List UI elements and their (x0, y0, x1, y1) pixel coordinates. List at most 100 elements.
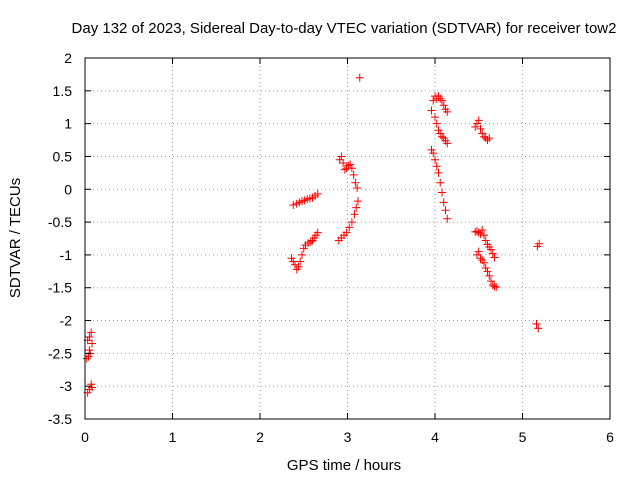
data-point (352, 203, 361, 212)
data-point (289, 201, 298, 210)
data-point (478, 225, 487, 234)
data-point (354, 197, 362, 206)
data-point (473, 119, 481, 128)
data-point (438, 188, 446, 197)
x-tick-labels: 0 1 2 3 4 5 6 (81, 429, 614, 445)
data-point (347, 218, 356, 227)
data-point (474, 247, 483, 256)
data-point (478, 129, 487, 138)
y-tick-label: 2 (64, 50, 72, 66)
x-tick-label: 6 (606, 429, 614, 445)
data-point (427, 106, 436, 115)
data-point (87, 380, 96, 389)
y-tick-label: -0.5 (48, 214, 72, 230)
y-tick-label: 1.5 (53, 83, 73, 99)
data-point (438, 96, 446, 105)
data-point (488, 249, 497, 258)
data-point (350, 210, 359, 219)
x-axis-label: GPS time / hours (287, 457, 401, 474)
data-point (82, 354, 91, 363)
x-tick-label: 4 (431, 429, 439, 445)
data-point (488, 281, 497, 290)
data-point (443, 139, 452, 148)
data-point (342, 228, 351, 237)
data-point (476, 254, 485, 263)
y-tick-label: -3.5 (48, 411, 72, 427)
data-point (471, 227, 480, 236)
data-point (296, 257, 305, 266)
data-point (471, 122, 480, 131)
data-point (313, 189, 322, 198)
data-point (534, 324, 543, 333)
y-tick-labels: 2 1.5 1 0.5 0 -0.5 -1 -1.5 -2 -2.5 -3 -3.5 (48, 50, 72, 427)
data-point (431, 155, 439, 164)
data-point (476, 229, 485, 238)
data-point (490, 253, 499, 262)
data-point (535, 239, 544, 248)
grid (85, 58, 610, 419)
y-tick-label: 1 (64, 116, 72, 132)
data-point (532, 319, 541, 328)
data-point (291, 260, 299, 269)
data-point (298, 250, 306, 259)
data-point (306, 237, 315, 246)
data-point (434, 168, 443, 177)
data-point (85, 346, 94, 355)
data-point (299, 244, 308, 253)
data-point (481, 264, 490, 273)
data-point (339, 159, 348, 168)
data-point (351, 178, 360, 187)
data-point (85, 332, 94, 341)
data-point (480, 132, 488, 141)
data-point (431, 113, 439, 122)
chart-title: Day 132 of 2023, Sidereal Day-to-day VTE… (72, 20, 617, 37)
data-point (429, 149, 438, 158)
data-point (349, 170, 358, 179)
data-point (84, 352, 93, 361)
x-tick-label: 2 (256, 429, 264, 445)
data-point (492, 283, 501, 292)
data-point (432, 119, 441, 128)
data-point (88, 339, 96, 348)
data-point (436, 94, 445, 103)
data-point (313, 228, 322, 237)
data-point (490, 282, 499, 291)
data-point (287, 254, 296, 263)
data-point (483, 267, 492, 276)
data-point (347, 164, 356, 173)
data-point (441, 206, 450, 215)
data-point (427, 145, 436, 154)
y-tick-label: -1 (60, 247, 73, 263)
data-point (487, 245, 495, 254)
x-tick-label: 1 (169, 429, 177, 445)
data-point (480, 231, 488, 240)
data-point (340, 165, 349, 174)
data-point (87, 328, 96, 337)
data-point (443, 107, 452, 116)
data-point (438, 132, 446, 141)
data-point (485, 271, 494, 280)
data-point (88, 383, 96, 392)
data-point (473, 250, 481, 259)
data-point (443, 214, 452, 223)
data-point (485, 134, 494, 143)
data-point (346, 160, 355, 169)
data-point (436, 178, 445, 187)
data-point (289, 257, 298, 266)
y-axis-label: SDTVAR / TECUs (7, 178, 24, 298)
y-tick-label: 0 (64, 181, 72, 197)
data-point (434, 126, 443, 135)
x-tick-label: 5 (519, 429, 527, 445)
data-point (337, 152, 346, 161)
data-point (487, 277, 495, 286)
data-point (480, 258, 488, 267)
data-point (355, 73, 364, 82)
data-points (82, 73, 544, 397)
data-point (474, 116, 483, 125)
y-tick-label: -2.5 (48, 345, 72, 361)
data-point (294, 262, 303, 271)
y-tick-label: -1.5 (48, 280, 72, 296)
data-point (432, 162, 441, 171)
data-point (436, 129, 445, 138)
